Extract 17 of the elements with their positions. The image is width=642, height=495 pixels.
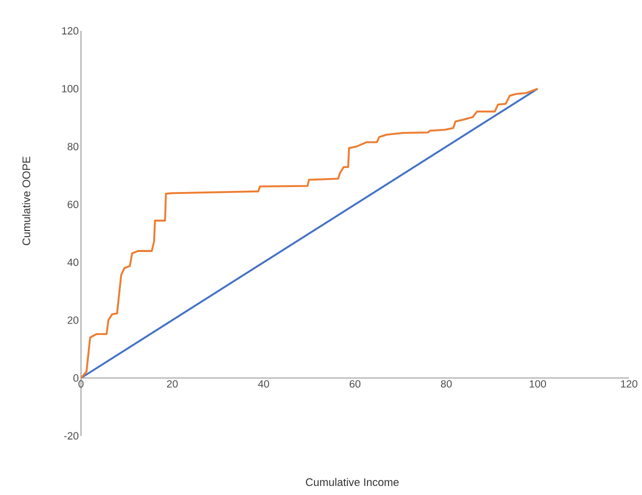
x-tick-label: 40 [258,380,270,388]
x-tick-label: 60 [350,380,360,388]
y-tick-label: 120 [62,27,78,35]
x-axis-title: Cumulative Income [306,478,399,486]
y-tick-label: 80 [68,142,78,150]
y-tick-label: 60 [68,200,78,208]
x-tick-label: 20 [167,380,178,388]
y-axis-title: Cumulative OOPE [22,156,30,246]
y-tick-label: -20 [64,432,78,440]
x-tick-label: 120 [621,380,638,388]
y-tick-label: 0 [73,374,78,382]
y-tick-label: 20 [68,316,78,324]
x-tick-label: 100 [530,380,546,388]
x-tick-label: 80 [440,380,452,388]
x-tick-label: 0 [78,380,84,388]
y-tick-label: 40 [67,258,78,266]
y-tick-label: 100 [62,85,78,92]
